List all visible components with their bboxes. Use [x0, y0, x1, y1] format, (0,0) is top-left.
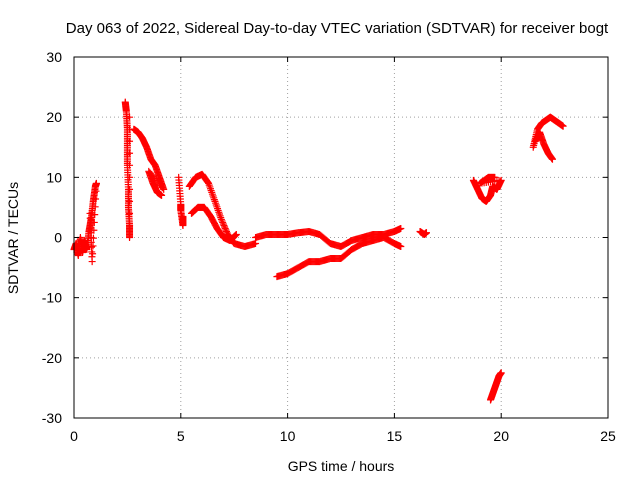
- x-axis-label: GPS time / hours: [288, 458, 395, 474]
- data-trace-lower-arc-6h: [231, 232, 239, 240]
- data-trace-early-cluster: [90, 218, 98, 226]
- data-trace-negative-20h: [497, 369, 505, 377]
- data-trace-upper-arc-6h: [219, 218, 227, 226]
- data-trace-upper-arc-6h: [221, 224, 229, 232]
- data-trace-late-22h: [548, 155, 556, 163]
- grid: [74, 57, 608, 418]
- data-trace-near-5h: [179, 213, 187, 221]
- data-trace-upper-arc-6h: [223, 227, 231, 235]
- x-tick-label: 20: [493, 428, 509, 444]
- data-trace-early-cluster: [92, 195, 100, 203]
- y-tick-label: -10: [42, 290, 62, 306]
- data-trace-upper-arc-6h: [220, 221, 228, 229]
- y-tick-label: 0: [54, 230, 62, 246]
- data-trace-lower-track: [303, 259, 311, 267]
- data-trace-lower-arc-6h: [232, 231, 240, 239]
- data-trace-late-22h: [559, 122, 567, 130]
- x-tick-label: 0: [70, 428, 78, 444]
- data-trace-upper-arc-6h: [218, 217, 226, 225]
- data-trace-upper-arc-6h: [203, 178, 211, 186]
- x-tick-label: 5: [177, 428, 185, 444]
- data-trace-spike-2.5h: [126, 161, 134, 169]
- data-trace-isolated-16h: [422, 229, 430, 237]
- x-tick-label: 25: [600, 428, 616, 444]
- y-tick-label: 30: [46, 49, 62, 65]
- data-trace-lower-track: [396, 242, 404, 250]
- y-axis-label: SDTVAR / TECUs: [5, 182, 21, 294]
- data-trace-early-cluster: [91, 203, 99, 211]
- y-tick-label: -20: [42, 350, 62, 366]
- data-trace-spike-2.5h: [126, 173, 134, 181]
- data-trace-early-cluster: [91, 211, 99, 219]
- data-trace-upper-arc-6h: [210, 196, 218, 204]
- data-trace-spike-2.5h: [126, 209, 134, 217]
- y-tick-label: 10: [46, 169, 62, 185]
- data-trace-spike-2.5h: [126, 221, 134, 229]
- data-trace-early-cluster: [86, 214, 94, 222]
- x-tick-label: 10: [280, 428, 296, 444]
- axis-ticks: 0 5 10 15 20 25 -30 -20 -10 0 10 20 30: [42, 49, 616, 444]
- data-points: [70, 98, 567, 404]
- chart-title: Day 063 of 2022, Sidereal Day-to-day VTE…: [66, 20, 609, 37]
- data-trace-early-cluster: [92, 180, 100, 188]
- data-trace-upper-arc-6h: [222, 226, 230, 234]
- data-trace-lower-track: [356, 241, 364, 249]
- data-trace-spike-2.5h: [126, 137, 134, 145]
- y-tick-label: -30: [42, 410, 62, 426]
- data-trace-spike-2.5h: [126, 197, 134, 205]
- data-trace-spike-2.5h: [126, 185, 134, 193]
- data-trace-flat-midday: [346, 238, 354, 246]
- data-trace-early-cluster: [89, 242, 97, 250]
- data-trace-upper-arc-6h: [217, 214, 225, 222]
- data-trace-upper-arc-6h: [221, 223, 229, 231]
- data-trace-upper-arc-6h: [219, 220, 227, 228]
- data-trace-lower-arc-6h: [230, 232, 238, 240]
- data-trace-flat-midday: [396, 225, 404, 233]
- x-tick-label: 15: [387, 428, 403, 444]
- data-trace-spike-2.5h: [126, 149, 134, 157]
- data-trace-cluster-19h: [490, 173, 498, 181]
- y-tick-label: 20: [46, 109, 62, 125]
- data-trace-spike-2.5h: [126, 232, 134, 240]
- data-trace-decay-3h: [157, 191, 165, 199]
- data-trace-upper-arc-6h: [250, 240, 258, 248]
- data-trace-early-cluster: [92, 187, 100, 195]
